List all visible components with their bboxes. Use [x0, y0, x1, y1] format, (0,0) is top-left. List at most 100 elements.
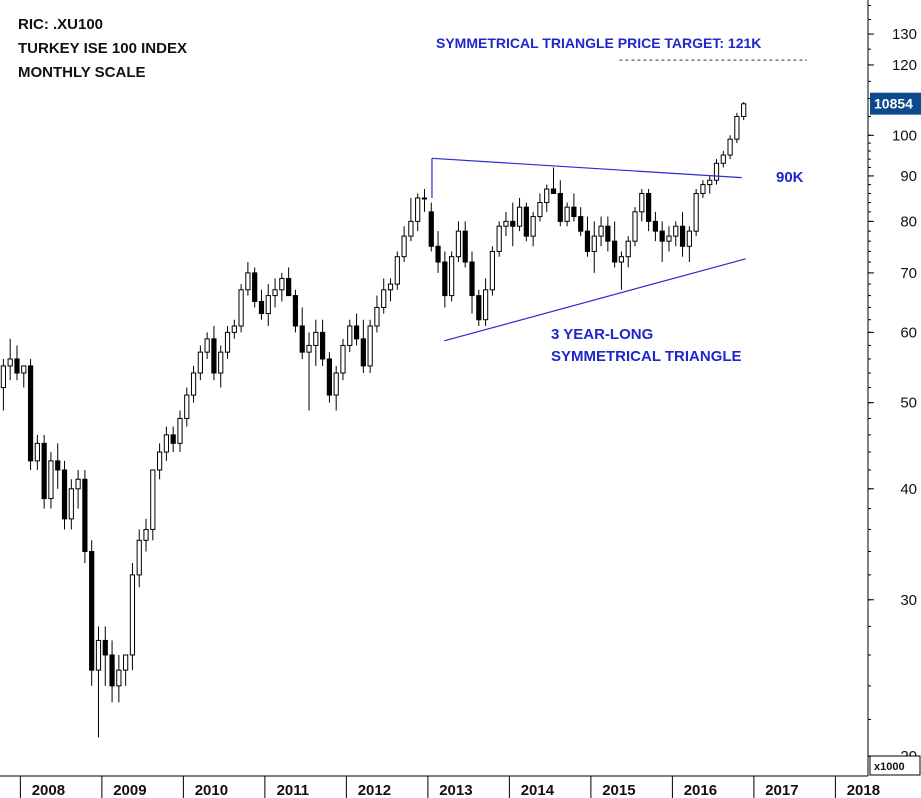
candle — [204, 332, 210, 359]
candle-body-up — [530, 216, 536, 237]
candle-body-up — [727, 138, 733, 156]
candle — [143, 518, 149, 552]
candle-body-down — [584, 230, 591, 252]
candle-body-down — [652, 220, 658, 232]
candle-body-down — [578, 216, 584, 232]
candle — [598, 216, 604, 247]
last-price-label: 10854 — [874, 96, 913, 112]
candle — [48, 452, 54, 509]
candle — [367, 319, 373, 374]
candle-body-up — [163, 434, 169, 453]
candle — [720, 151, 726, 168]
x-tick-label: 2012 — [358, 782, 391, 798]
candle — [61, 460, 68, 530]
candle — [190, 365, 197, 403]
candle — [605, 216, 611, 252]
candle — [523, 202, 529, 242]
candle-body-down — [679, 225, 686, 247]
candle — [571, 193, 577, 222]
trendline-layer — [431, 59, 807, 342]
x-tick-label: 2015 — [602, 782, 635, 798]
candle — [482, 278, 489, 326]
candle — [224, 325, 231, 359]
candle-body-up — [564, 206, 570, 222]
candle-body-up — [333, 372, 339, 396]
candle — [34, 434, 40, 470]
candle-body-up — [197, 351, 203, 374]
candle-body-down — [109, 654, 115, 687]
x-tick-label: 2011 — [277, 782, 310, 798]
candle-body-up — [272, 289, 278, 297]
candle-body-up — [741, 103, 747, 117]
candle-body-down — [14, 358, 20, 374]
candle-body-up — [231, 325, 237, 333]
candle — [197, 345, 203, 381]
candle-body-up — [224, 331, 231, 353]
candle — [156, 443, 163, 480]
candle — [27, 358, 34, 470]
candle-body-up — [686, 230, 692, 247]
candle — [435, 231, 441, 273]
candle — [727, 135, 733, 160]
candle-body-down — [353, 325, 360, 340]
candle — [163, 426, 169, 461]
candle-body-down — [89, 550, 95, 671]
candle-body-down — [252, 272, 258, 302]
candle — [503, 211, 509, 237]
candle-body-down — [41, 442, 47, 500]
candle — [353, 313, 360, 346]
y-tick-label: 100 — [892, 127, 917, 144]
candle-body-up — [381, 289, 387, 308]
x-tick-label: 2009 — [113, 782, 146, 798]
candle — [578, 207, 584, 237]
candle-body-up — [387, 283, 394, 291]
candle — [462, 221, 468, 268]
candle — [306, 332, 312, 411]
candle-body-up — [347, 325, 353, 346]
candle-body-down — [557, 192, 563, 222]
candle — [401, 226, 407, 263]
y-tick-label: 130 — [892, 26, 917, 43]
candle — [557, 180, 563, 227]
candle-body-down — [659, 230, 665, 242]
candle-body-up — [489, 250, 495, 291]
candle — [360, 319, 366, 374]
candle-body-down — [170, 434, 176, 444]
candle — [734, 112, 740, 144]
candle-body-down — [571, 206, 577, 218]
candle — [666, 226, 672, 252]
candle-body-down — [428, 211, 434, 247]
candle-body-up — [184, 394, 190, 419]
candle-body-up — [156, 451, 163, 471]
candle-body-down — [299, 325, 305, 353]
candle-body-up — [693, 192, 699, 232]
candle — [75, 469, 81, 509]
candle — [41, 434, 47, 509]
candle — [550, 167, 557, 194]
candle — [136, 529, 142, 588]
candle-body-up — [666, 235, 672, 242]
candle-body-up — [0, 365, 7, 389]
candle-body-down — [286, 277, 292, 297]
candle-body-down — [605, 225, 611, 242]
candle-body-up — [313, 331, 319, 346]
triangle-annotation-line1: 3 YEAR-LONG — [551, 326, 653, 343]
candle — [584, 216, 591, 257]
candle-body-down — [612, 240, 618, 263]
y-tick-label: 60 — [900, 324, 917, 341]
x-tick-label: 2018 — [847, 782, 880, 798]
candle-body-up — [496, 225, 502, 252]
candle — [625, 236, 631, 268]
candle — [258, 289, 265, 320]
candle — [265, 284, 271, 326]
candle — [516, 197, 523, 232]
candle-body-up — [367, 325, 373, 367]
candle-body-down — [645, 192, 652, 222]
candle-body-up — [415, 197, 421, 222]
candle-body-up — [449, 256, 455, 297]
candle — [530, 211, 536, 247]
chart-title-scale: MONTHLY SCALE — [18, 64, 146, 81]
candle — [245, 262, 251, 296]
y-tick-label: 80 — [900, 213, 917, 230]
